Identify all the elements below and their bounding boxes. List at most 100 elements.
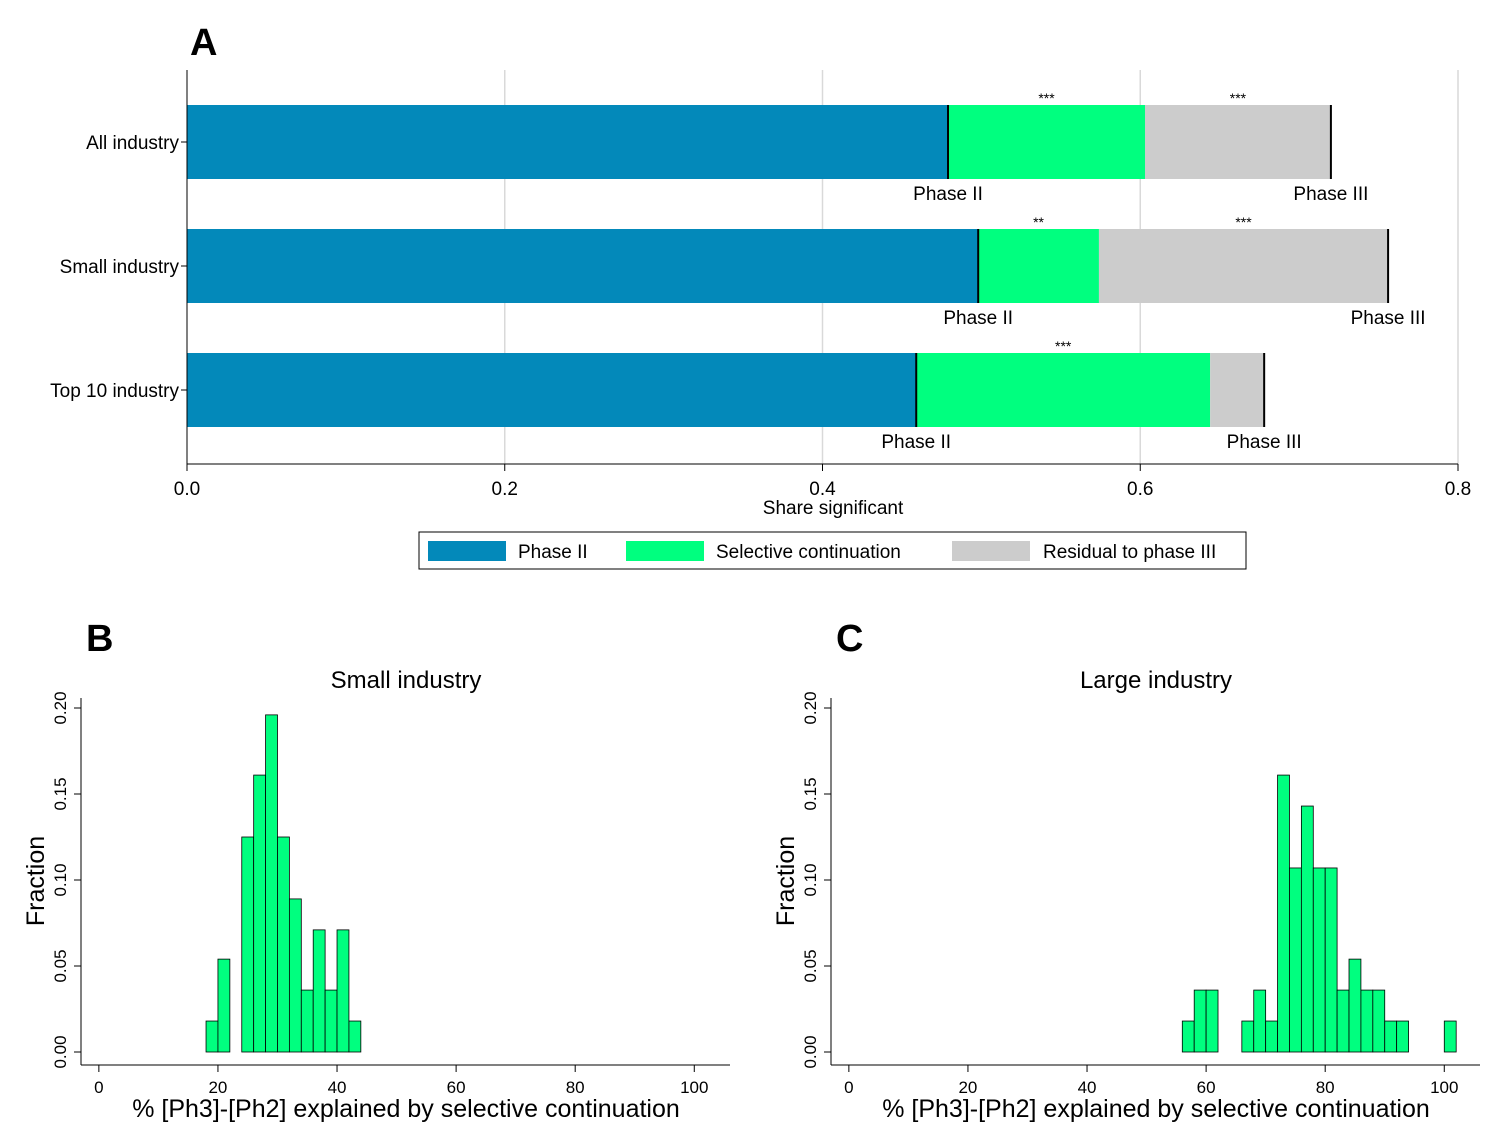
panel-c-bin-70: [1265, 1020, 1278, 1053]
panel-c-x-tick-label-0: 0: [844, 1078, 853, 1097]
label-phase-ii-all-industry: Phase II: [913, 184, 983, 205]
significance-selective-small-industry: **: [1033, 214, 1044, 230]
panel-b-title: Small industry: [331, 667, 482, 694]
panel-b-bin-30: [277, 836, 290, 1053]
panel-b-bars: [205, 714, 362, 1053]
panel-c-y-axis-title: Fraction: [772, 836, 800, 926]
panel-a-bars: [187, 105, 1390, 427]
panel-b-x-axis-title: % [Ph3]-[Ph2] explained by selective con…: [132, 1095, 680, 1123]
panel-c-x-tick-label-40: 40: [1078, 1078, 1097, 1097]
panel-c-axes: 0 20 40 60 80 100 0.00 0.05 0.10 0.15 0.20: [801, 691, 1480, 1097]
category-label-top-10-industry: Top 10 industry: [50, 381, 179, 402]
legend-label-phase-ii: Phase II: [518, 542, 588, 563]
panel-c-bin-72: [1277, 774, 1290, 1053]
panel-c-y-tick-label-0-05: 0.05: [801, 949, 820, 982]
legend-swatch-selective-continuation: [626, 541, 704, 561]
panel-c-bin-88: [1372, 989, 1386, 1053]
panel-c-bin-84: [1348, 958, 1362, 1053]
panel-c-bin-80: [1324, 867, 1338, 1053]
bar-small-industry-selective: [978, 229, 1099, 303]
legend-swatch-phase-ii: [428, 541, 506, 561]
significance-selective-all-industry: ***: [1038, 90, 1055, 106]
panel-b-y-tick-label-0-15: 0.15: [51, 777, 70, 810]
significance-residual-small-industry: ***: [1235, 214, 1252, 230]
panel-c-bin-66: [1241, 1020, 1255, 1053]
panel-b-y-tick-label-0-00: 0.00: [51, 1035, 70, 1068]
panel-a-axes: 0.0 0.2 0.4 0.6 0.8 All industry Small industr…: [50, 70, 1471, 500]
panel-a-x-axis-title: Share significant: [763, 498, 904, 519]
bar-all-industry-selective: [948, 105, 1146, 179]
x-tick-label-0-0: 0.0: [174, 479, 200, 500]
panel-c-bin-68: [1253, 989, 1267, 1053]
label-phase-iii-top-10-industry: Phase III: [1227, 432, 1302, 453]
panel-b-bin-32: [288, 898, 302, 1053]
panel-c-bin-58: [1193, 989, 1207, 1053]
bar-small-industry-residual: [1098, 229, 1389, 303]
panel-b-x-tick-label-80: 80: [566, 1078, 585, 1097]
panel-b-bin-38: [324, 989, 338, 1053]
panel-c-bin-78: [1312, 867, 1326, 1053]
x-tick-label-0-2: 0.2: [492, 479, 518, 500]
panel-b-y-tick-label-0-05: 0.05: [51, 949, 70, 982]
legend-swatch-residual: [952, 541, 1030, 561]
significance-residual-all-industry: ***: [1230, 90, 1247, 106]
panel-a-bar-labels: Phase II Phase III *** *** Phase II Phase III…: [881, 90, 1425, 453]
panel-b-y-tick-label-0-10: 0.10: [51, 863, 70, 896]
x-tick-label-0-6: 0.6: [1127, 479, 1153, 500]
panel-c: C Large industry 0 20 40 60 80 100 0.00 0.05 0.1…: [772, 618, 1480, 1123]
panel-b-x-tick-label-0: 0: [94, 1078, 103, 1097]
panel-b-x-tick-label-60: 60: [447, 1078, 466, 1097]
bar-top-10-industry-selective: [916, 353, 1211, 427]
panel-c-bin-74: [1289, 867, 1302, 1053]
panel-b-bin-26: [253, 774, 266, 1053]
panel-b-y-axis-title: Fraction: [22, 836, 50, 926]
panel-b-x-tick-label-40: 40: [328, 1078, 347, 1097]
bar-all-industry-phase-ii: [187, 105, 949, 179]
panel-c-x-axis-title: % [Ph3]-[Ph2] explained by selective con…: [882, 1095, 1430, 1123]
panel-letter-a: A: [190, 22, 217, 64]
panel-b-bin-20: [217, 958, 231, 1053]
panel-c-y-tick-label-0-20: 0.20: [801, 691, 820, 724]
panel-b: B Small industry 0 20 40 60 80 100 0.00 0.05 0.1…: [22, 618, 730, 1123]
panel-c-x-tick-label-100: 100: [1430, 1078, 1458, 1097]
panel-c-x-tick-label-60: 60: [1197, 1078, 1216, 1097]
panel-c-bin-92: [1396, 1020, 1409, 1053]
panel-b-y-tick-label-0-20: 0.20: [51, 691, 70, 724]
category-label-small-industry: Small industry: [60, 257, 180, 278]
panel-letter-b: B: [86, 618, 113, 660]
panel-c-y-tick-label-0-10: 0.10: [801, 863, 820, 896]
panel-c-bin-56: [1181, 1020, 1195, 1053]
panel-letter-c: C: [836, 618, 863, 660]
panel-c-y-tick-label-0-00: 0.00: [801, 1035, 820, 1068]
panel-b-x-tick-label-20: 20: [208, 1078, 227, 1097]
panel-c-bin-86: [1360, 989, 1374, 1053]
bar-top-10-industry-residual: [1210, 353, 1265, 427]
panel-b-bin-18: [205, 1020, 219, 1053]
panel-c-bin-82: [1336, 989, 1350, 1053]
panel-c-x-tick-label-80: 80: [1316, 1078, 1335, 1097]
panel-b-bin-42: [348, 1020, 362, 1053]
panel-c-x-tick-label-20: 20: [958, 1078, 977, 1097]
panel-c-y-tick-label-0-15: 0.15: [801, 777, 820, 810]
panel-c-bars: [1181, 774, 1457, 1053]
panel-c-bin-90: [1384, 1020, 1398, 1053]
legend-box: [418, 531, 1247, 570]
panel-c-bin-76: [1300, 805, 1314, 1053]
panel-c-bin-60: [1205, 989, 1219, 1053]
panel-b-x-tick-label-100: 100: [680, 1078, 708, 1097]
label-phase-ii-top-10-industry: Phase II: [881, 432, 951, 453]
panel-b-bin-28: [265, 714, 278, 1053]
panel-c-title: Large industry: [1080, 667, 1232, 694]
panel-b-bin-36: [312, 929, 326, 1053]
panel-b-axes: 0 20 40 60 80 100 0.00 0.05 0.10 0.15 0.20: [51, 691, 730, 1097]
x-tick-label-0-8: 0.8: [1445, 479, 1471, 500]
panel-c-bin-100: [1443, 1020, 1457, 1053]
significance-selective-top-10-industry: ***: [1055, 338, 1072, 354]
legend-label-selective-continuation: Selective continuation: [716, 542, 901, 563]
legend-label-residual: Residual to phase III: [1043, 542, 1216, 563]
bar-all-industry-residual: [1145, 105, 1331, 179]
panel-b-bin-24: [241, 836, 255, 1053]
label-phase-iii-all-industry: Phase III: [1293, 184, 1368, 205]
label-phase-iii-small-industry: Phase III: [1351, 308, 1426, 329]
